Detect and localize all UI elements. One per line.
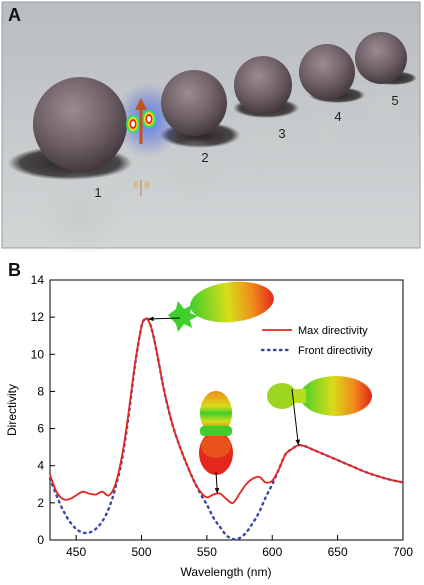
radiation-pattern-dip-icon bbox=[199, 391, 233, 475]
y-tick-label-6: 6 bbox=[37, 422, 44, 436]
y-tick-label-8: 8 bbox=[37, 384, 44, 398]
panel-a-letter: A bbox=[8, 5, 21, 25]
y-tick-label-0: 0 bbox=[37, 533, 44, 547]
y-axis-label: Directivity bbox=[5, 384, 19, 436]
sphere-5-reflection bbox=[360, 86, 404, 130]
dipole-arrow-icon bbox=[135, 98, 147, 144]
sphere-1-reflection bbox=[38, 171, 126, 259]
sphere-chain-illustration: 1 2 3 4 5 bbox=[0, 0, 424, 259]
sphere-label-2: 2 bbox=[201, 150, 208, 165]
x-tick-label-700: 700 bbox=[393, 545, 413, 559]
radiation-pattern-peak-icon bbox=[168, 281, 274, 332]
y-tick-label-4: 4 bbox=[37, 459, 44, 473]
legend: Max directivity Front directivity bbox=[260, 325, 373, 357]
series-max-directivity-line bbox=[49, 317, 404, 504]
sphere-4-reflection bbox=[301, 102, 353, 154]
axis-ticks: 450 500 550 600 650 700 0 2 4 6 8 10 12 14 bbox=[31, 273, 414, 559]
sphere-3 bbox=[234, 56, 292, 114]
x-tick-label-450: 450 bbox=[66, 545, 86, 559]
sphere-2 bbox=[161, 70, 227, 136]
sphere-label-4: 4 bbox=[334, 109, 341, 124]
annotation-arrows bbox=[148, 316, 301, 494]
x-tick-label-500: 500 bbox=[132, 545, 152, 559]
x-tick-label-550: 550 bbox=[197, 545, 217, 559]
sphere-1 bbox=[33, 77, 127, 171]
x-tick-label-600: 600 bbox=[262, 545, 282, 559]
y-tick-label-10: 10 bbox=[31, 347, 45, 361]
radiation-pattern-shoulder-icon bbox=[267, 376, 372, 416]
sphere-label-1: 1 bbox=[94, 185, 101, 200]
sphere-4 bbox=[299, 44, 355, 100]
y-tick-label-12: 12 bbox=[31, 310, 45, 324]
x-tick-label-650: 650 bbox=[328, 545, 348, 559]
annotation-arrowhead-1 bbox=[148, 316, 154, 322]
y-tick-label-2: 2 bbox=[37, 496, 44, 510]
annotation-arrowhead-3 bbox=[295, 439, 301, 446]
sphere-label-5: 5 bbox=[391, 93, 398, 108]
dipole-reflection-icon bbox=[133, 180, 150, 196]
sphere-2-reflection bbox=[163, 138, 227, 202]
annotation-arrow-3 bbox=[291, 388, 299, 446]
sphere-3-reflection bbox=[235, 115, 295, 175]
x-axis-label: Wavelength (nm) bbox=[181, 565, 272, 579]
legend-label-front: Front directivity bbox=[298, 345, 373, 357]
panel-b-letter: B bbox=[8, 260, 21, 280]
y-tick-label-14: 14 bbox=[31, 273, 45, 287]
annotation-arrowhead-2 bbox=[214, 487, 220, 494]
near-field-hotspots bbox=[126, 110, 156, 133]
panel-b-chart: B 450 500 550 600 650 700 0 2 4 6 8 10 12 14 Waveleng… bbox=[0, 258, 424, 580]
directivity-chart: 450 500 550 600 650 700 0 2 4 6 8 10 12 14 Wavelength… bbox=[5, 273, 414, 579]
plot-frame bbox=[49, 279, 404, 541]
sphere-5 bbox=[355, 32, 407, 84]
sphere-label-3: 3 bbox=[278, 126, 285, 141]
panel-a-render: 1 2 3 4 5 A bbox=[0, 0, 424, 259]
legend-label-max: Max directivity bbox=[298, 325, 368, 337]
